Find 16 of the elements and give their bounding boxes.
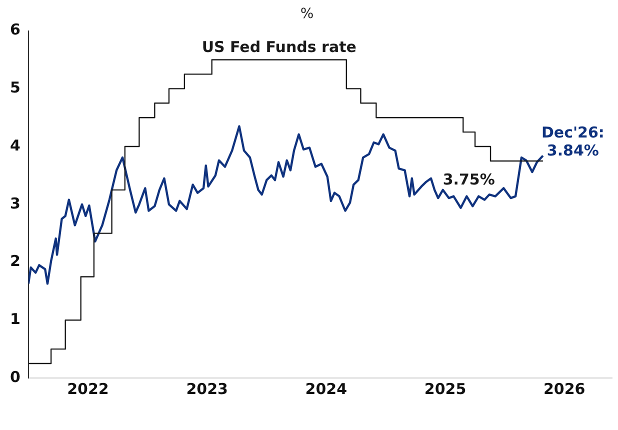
x-tick-label: 2022 <box>67 380 109 398</box>
x-tick-label: 2023 <box>186 380 228 398</box>
y-tick-label: 3 <box>10 194 20 212</box>
y-tick-label: 1 <box>10 310 20 328</box>
y-tick-label: 0 <box>10 368 20 386</box>
chart-title: % <box>300 6 314 22</box>
y-tick-label: 6 <box>10 20 20 39</box>
annotation: 3.75% <box>442 170 495 188</box>
annotation: Dec'26: 3.84% <box>541 124 604 160</box>
x-tick-label: 2025 <box>424 380 466 398</box>
x-tick-label: 2026 <box>543 380 586 398</box>
y-tick-label: 2 <box>10 252 20 270</box>
y-tick-label: 4 <box>10 136 20 154</box>
x-tick-label: 2024 <box>305 380 348 398</box>
y-tick-label: 5 <box>10 78 20 97</box>
series-label: US Fed Funds rate <box>202 38 356 56</box>
